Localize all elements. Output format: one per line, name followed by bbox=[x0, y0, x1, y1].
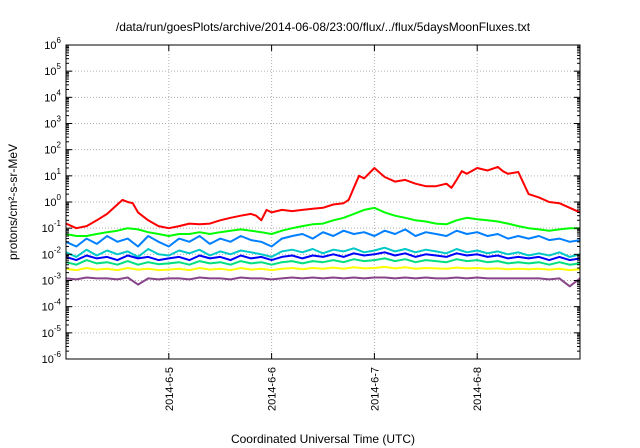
series-line-4 bbox=[65, 246, 581, 258]
y-tick-label: 101 bbox=[44, 167, 61, 183]
y-tick-label: 10-1 bbox=[42, 219, 62, 235]
y-tick-label: 105 bbox=[44, 62, 61, 78]
y-axis-label: protons/cm²-s-sr-MeV bbox=[6, 144, 20, 260]
series-line-1 bbox=[65, 165, 581, 230]
y-tick-label: 100 bbox=[44, 193, 61, 209]
x-axis-label: Coordinated Universal Time (UTC) bbox=[231, 432, 415, 446]
series-line-2 bbox=[65, 206, 580, 237]
plot-frame bbox=[65, 44, 581, 360]
x-tick-label: 2014-6-7 bbox=[369, 367, 381, 411]
y-tick-label: 106 bbox=[44, 36, 61, 52]
y-tick-label: 10-6 bbox=[42, 350, 62, 366]
series-line-6 bbox=[65, 257, 581, 266]
grid-layer bbox=[66, 45, 580, 359]
series-layer bbox=[65, 165, 581, 288]
tick-layer: 10-6 10-5 10-4 10-3 10-2 10-1 100 101 102 103 104 1… bbox=[42, 36, 580, 411]
y-tick-label: 10-4 bbox=[42, 298, 62, 314]
x-tick-label: 2014-6-6 bbox=[267, 367, 279, 411]
series-line-5 bbox=[65, 251, 581, 262]
series-line-8 bbox=[65, 276, 581, 288]
y-tick-label: 10-3 bbox=[42, 272, 62, 288]
y-tick-label: 102 bbox=[44, 141, 61, 157]
series-line-3 bbox=[65, 228, 581, 248]
x-tick-label: 2014-6-8 bbox=[472, 367, 484, 411]
y-tick-label: 103 bbox=[44, 115, 61, 131]
y-tick-label: 10-2 bbox=[42, 245, 62, 261]
y-tick-label: 104 bbox=[44, 88, 61, 104]
y-tick-label: 10-5 bbox=[42, 324, 62, 340]
x-tick-label: 2014-6-5 bbox=[164, 367, 176, 411]
series-line-7 bbox=[65, 265, 581, 272]
chart-title: /data/run/goesPlots/archive/2014-06-08/2… bbox=[116, 20, 531, 34]
